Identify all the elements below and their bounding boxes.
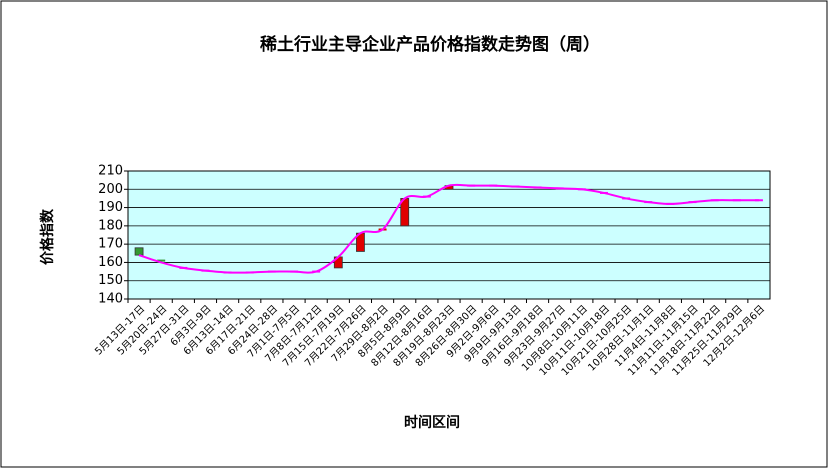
trend-line bbox=[138, 183, 759, 274]
y-tick-label: 150 bbox=[98, 273, 123, 288]
y-axis-title: 价格指数 bbox=[39, 208, 56, 265]
candle-body bbox=[157, 259, 166, 262]
y-tick-label: 170 bbox=[98, 237, 123, 252]
y-tick-label: 190 bbox=[98, 200, 123, 215]
candle-body bbox=[134, 247, 144, 256]
x-axis-title: 时间区间 bbox=[404, 414, 460, 431]
y-tick-label: 200 bbox=[98, 182, 123, 197]
y-tick-label: 160 bbox=[98, 255, 123, 270]
y-tick-label: 210 bbox=[98, 164, 123, 179]
y-tick-label: 180 bbox=[98, 218, 123, 233]
y-tick-label: 140 bbox=[98, 292, 123, 307]
chart-title: 稀土行业主导企业产品价格指数走势图（周） bbox=[260, 34, 600, 55]
plot-area bbox=[127, 170, 771, 300]
